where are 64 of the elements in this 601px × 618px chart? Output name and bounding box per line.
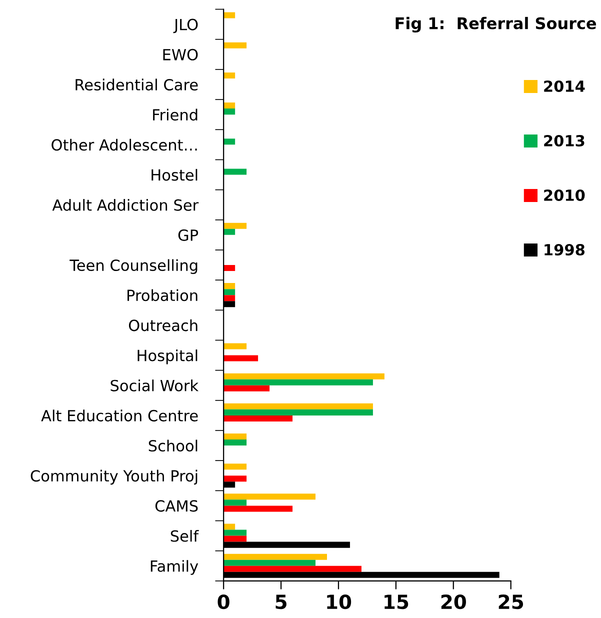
bar	[224, 440, 247, 446]
bar	[224, 42, 247, 48]
bar	[224, 102, 236, 109]
x-tick-label: 20	[441, 594, 466, 610]
y-tick-label: Other Adolescent…	[52, 138, 197, 151]
y-tick-label: Teen Counselling	[70, 259, 198, 274]
y-tick-label: Probation	[128, 289, 198, 302]
bar	[224, 433, 247, 440]
bar	[224, 295, 236, 302]
bar	[224, 355, 258, 362]
y-tick-label: School	[148, 440, 198, 452]
legend-label: 2014	[544, 80, 585, 92]
y-tick-label: Alt Education Centre	[41, 410, 198, 422]
x-tick-label: 10	[327, 594, 352, 610]
bar	[224, 283, 236, 290]
legend-label: 2013	[544, 134, 584, 147]
bar	[224, 415, 293, 422]
bar	[224, 385, 270, 392]
y-tick-label: Friend	[153, 108, 198, 121]
bar	[224, 343, 247, 350]
bar	[224, 476, 247, 482]
y-tick-label: CAMS	[155, 500, 198, 512]
y-tick-label: Self	[170, 530, 199, 542]
bar	[224, 222, 247, 229]
y-tick-label: EWO	[163, 48, 198, 60]
x-tick-label: 5	[276, 594, 286, 610]
bar	[224, 494, 316, 500]
x-tick-label: 25	[498, 594, 524, 610]
y-tick-label: JLO	[173, 18, 198, 34]
y-tick-label: Residential Care	[76, 78, 198, 91]
bar	[224, 506, 293, 512]
bar	[224, 409, 373, 416]
y-tick-label: Outreach	[128, 319, 198, 332]
legend-label: 2010	[544, 189, 585, 202]
bar	[224, 536, 247, 542]
bar	[224, 138, 236, 145]
legend-label: 1998	[544, 244, 585, 256]
x-tick-label: 0	[218, 594, 230, 610]
y-tick-label: Adult Addiction Ser	[52, 199, 199, 211]
chart-title: Fig 1: Referral Source	[396, 16, 596, 33]
bar	[224, 554, 327, 560]
y-tick-label: Family	[150, 560, 198, 575]
bar	[224, 72, 236, 78]
y-tick-label: Community Youth Proj	[30, 470, 198, 485]
bar	[224, 500, 247, 506]
bar	[224, 530, 247, 536]
bar	[224, 108, 236, 115]
y-tick-label: GP	[178, 229, 198, 241]
bar	[224, 560, 316, 566]
bar	[224, 373, 384, 380]
bar	[224, 524, 236, 530]
bar	[224, 265, 236, 272]
bar	[224, 228, 236, 235]
bar	[224, 403, 373, 410]
bar	[224, 168, 247, 175]
bar	[224, 12, 236, 18]
x-tick-label: 15	[384, 594, 408, 610]
bar	[224, 289, 236, 296]
y-tick-label: Hospital	[138, 349, 198, 364]
bar	[224, 379, 373, 386]
bar	[224, 464, 247, 470]
bar	[224, 566, 362, 572]
y-tick-label: Social Work	[110, 380, 199, 392]
y-tick-label: Hostel	[152, 168, 198, 181]
